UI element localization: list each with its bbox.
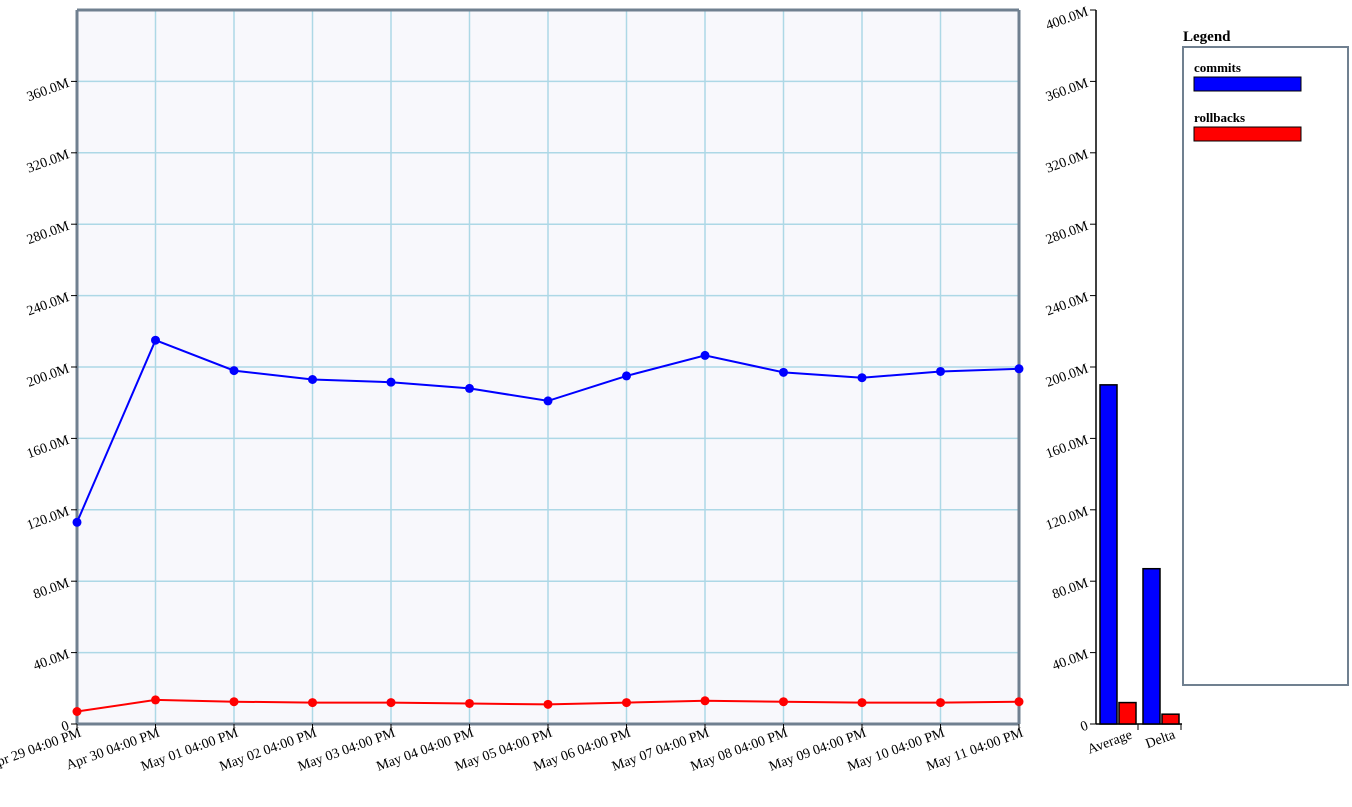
- legend-swatch-rollbacks: [1193, 126, 1302, 142]
- right-y-tick-label: 120.0M: [1044, 504, 1091, 533]
- data-point-commits: [151, 335, 160, 345]
- data-point-commits: [700, 350, 710, 360]
- data-point-rollbacks: [622, 698, 631, 708]
- data-point-commits: [543, 396, 553, 406]
- data-point-rollbacks: [229, 697, 239, 707]
- y-tick-label: 0: [60, 719, 72, 735]
- data-point-commits: [386, 377, 396, 387]
- data-point-rollbacks: [1014, 697, 1024, 707]
- data-point-commits: [857, 373, 867, 383]
- data-point-rollbacks: [308, 698, 317, 708]
- y-tick-label: 240.0M: [25, 290, 72, 319]
- bar-category-label: Average: [1086, 728, 1135, 758]
- y-tick-label: 360.0M: [25, 76, 72, 105]
- bar-category-label: Delta: [1144, 727, 1178, 752]
- data-point-rollbacks: [465, 698, 474, 708]
- y-tick-label: 320.0M: [25, 147, 72, 176]
- right-y-tick-label: 360.0M: [1044, 76, 1091, 105]
- legend-title: Legend: [1183, 29, 1231, 45]
- y-tick-label: 80.0M: [32, 576, 72, 603]
- y-tick-label: 200.0M: [25, 361, 72, 390]
- data-point-rollbacks: [543, 699, 553, 709]
- data-point-commits: [936, 366, 945, 376]
- left-y-axis: 0 40.0M 80.0M 120.0M 160.0M 200.0M 240.0M 280.0…: [25, 76, 77, 735]
- series-points: [72, 335, 1024, 717]
- summary-categories: Average Delta: [1086, 724, 1182, 758]
- right-y-tick-label: 0: [1079, 719, 1091, 735]
- y-tick-label: 40.0M: [32, 647, 72, 674]
- right-y-tick-label: 200.0M: [1044, 361, 1091, 390]
- bar-average-commits: [1099, 384, 1118, 725]
- summary-bars: [1099, 384, 1180, 725]
- y-tick-label: 160.0M: [25, 433, 72, 462]
- right-y-tick-label: 400.0M: [1044, 4, 1091, 33]
- legend: Legend commits rollbacks: [1182, 29, 1349, 686]
- data-point-commits: [779, 367, 788, 377]
- legend-box: [1182, 46, 1349, 686]
- data-point-rollbacks: [857, 698, 867, 708]
- right-y-tick-label: 80.0M: [1051, 576, 1091, 603]
- data-point-rollbacks: [151, 695, 160, 705]
- data-point-commits: [465, 383, 474, 393]
- bar-delta-rollbacks: [1161, 713, 1180, 725]
- data-point-commits: [308, 374, 317, 384]
- bar-delta-commits: [1142, 567, 1161, 725]
- legend-label-rollbacks: rollbacks: [1194, 110, 1245, 125]
- data-point-commits: [1014, 364, 1024, 374]
- data-point-commits: [72, 517, 82, 527]
- data-point-rollbacks: [700, 696, 710, 706]
- data-point-rollbacks: [779, 697, 788, 707]
- legend-swatch-commits: [1193, 76, 1302, 92]
- data-point-rollbacks: [386, 698, 396, 708]
- bar-average-rollbacks: [1118, 701, 1137, 725]
- data-point-rollbacks: [72, 707, 82, 717]
- legend-label-commits: commits: [1194, 60, 1241, 75]
- right-y-tick-label: 40.0M: [1051, 647, 1091, 674]
- y-tick-label: 120.0M: [25, 504, 72, 533]
- right-y-tick-label: 280.0M: [1044, 219, 1091, 248]
- y-tick-label: 280.0M: [25, 219, 72, 248]
- right-y-tick-label: 160.0M: [1044, 433, 1091, 462]
- right-y-tick-label: 240.0M: [1044, 290, 1091, 319]
- data-point-commits: [229, 366, 239, 376]
- grid: [76, 10, 1020, 724]
- right-y-tick-label: 320.0M: [1044, 147, 1091, 176]
- data-point-rollbacks: [936, 698, 945, 708]
- data-point-commits: [622, 371, 631, 381]
